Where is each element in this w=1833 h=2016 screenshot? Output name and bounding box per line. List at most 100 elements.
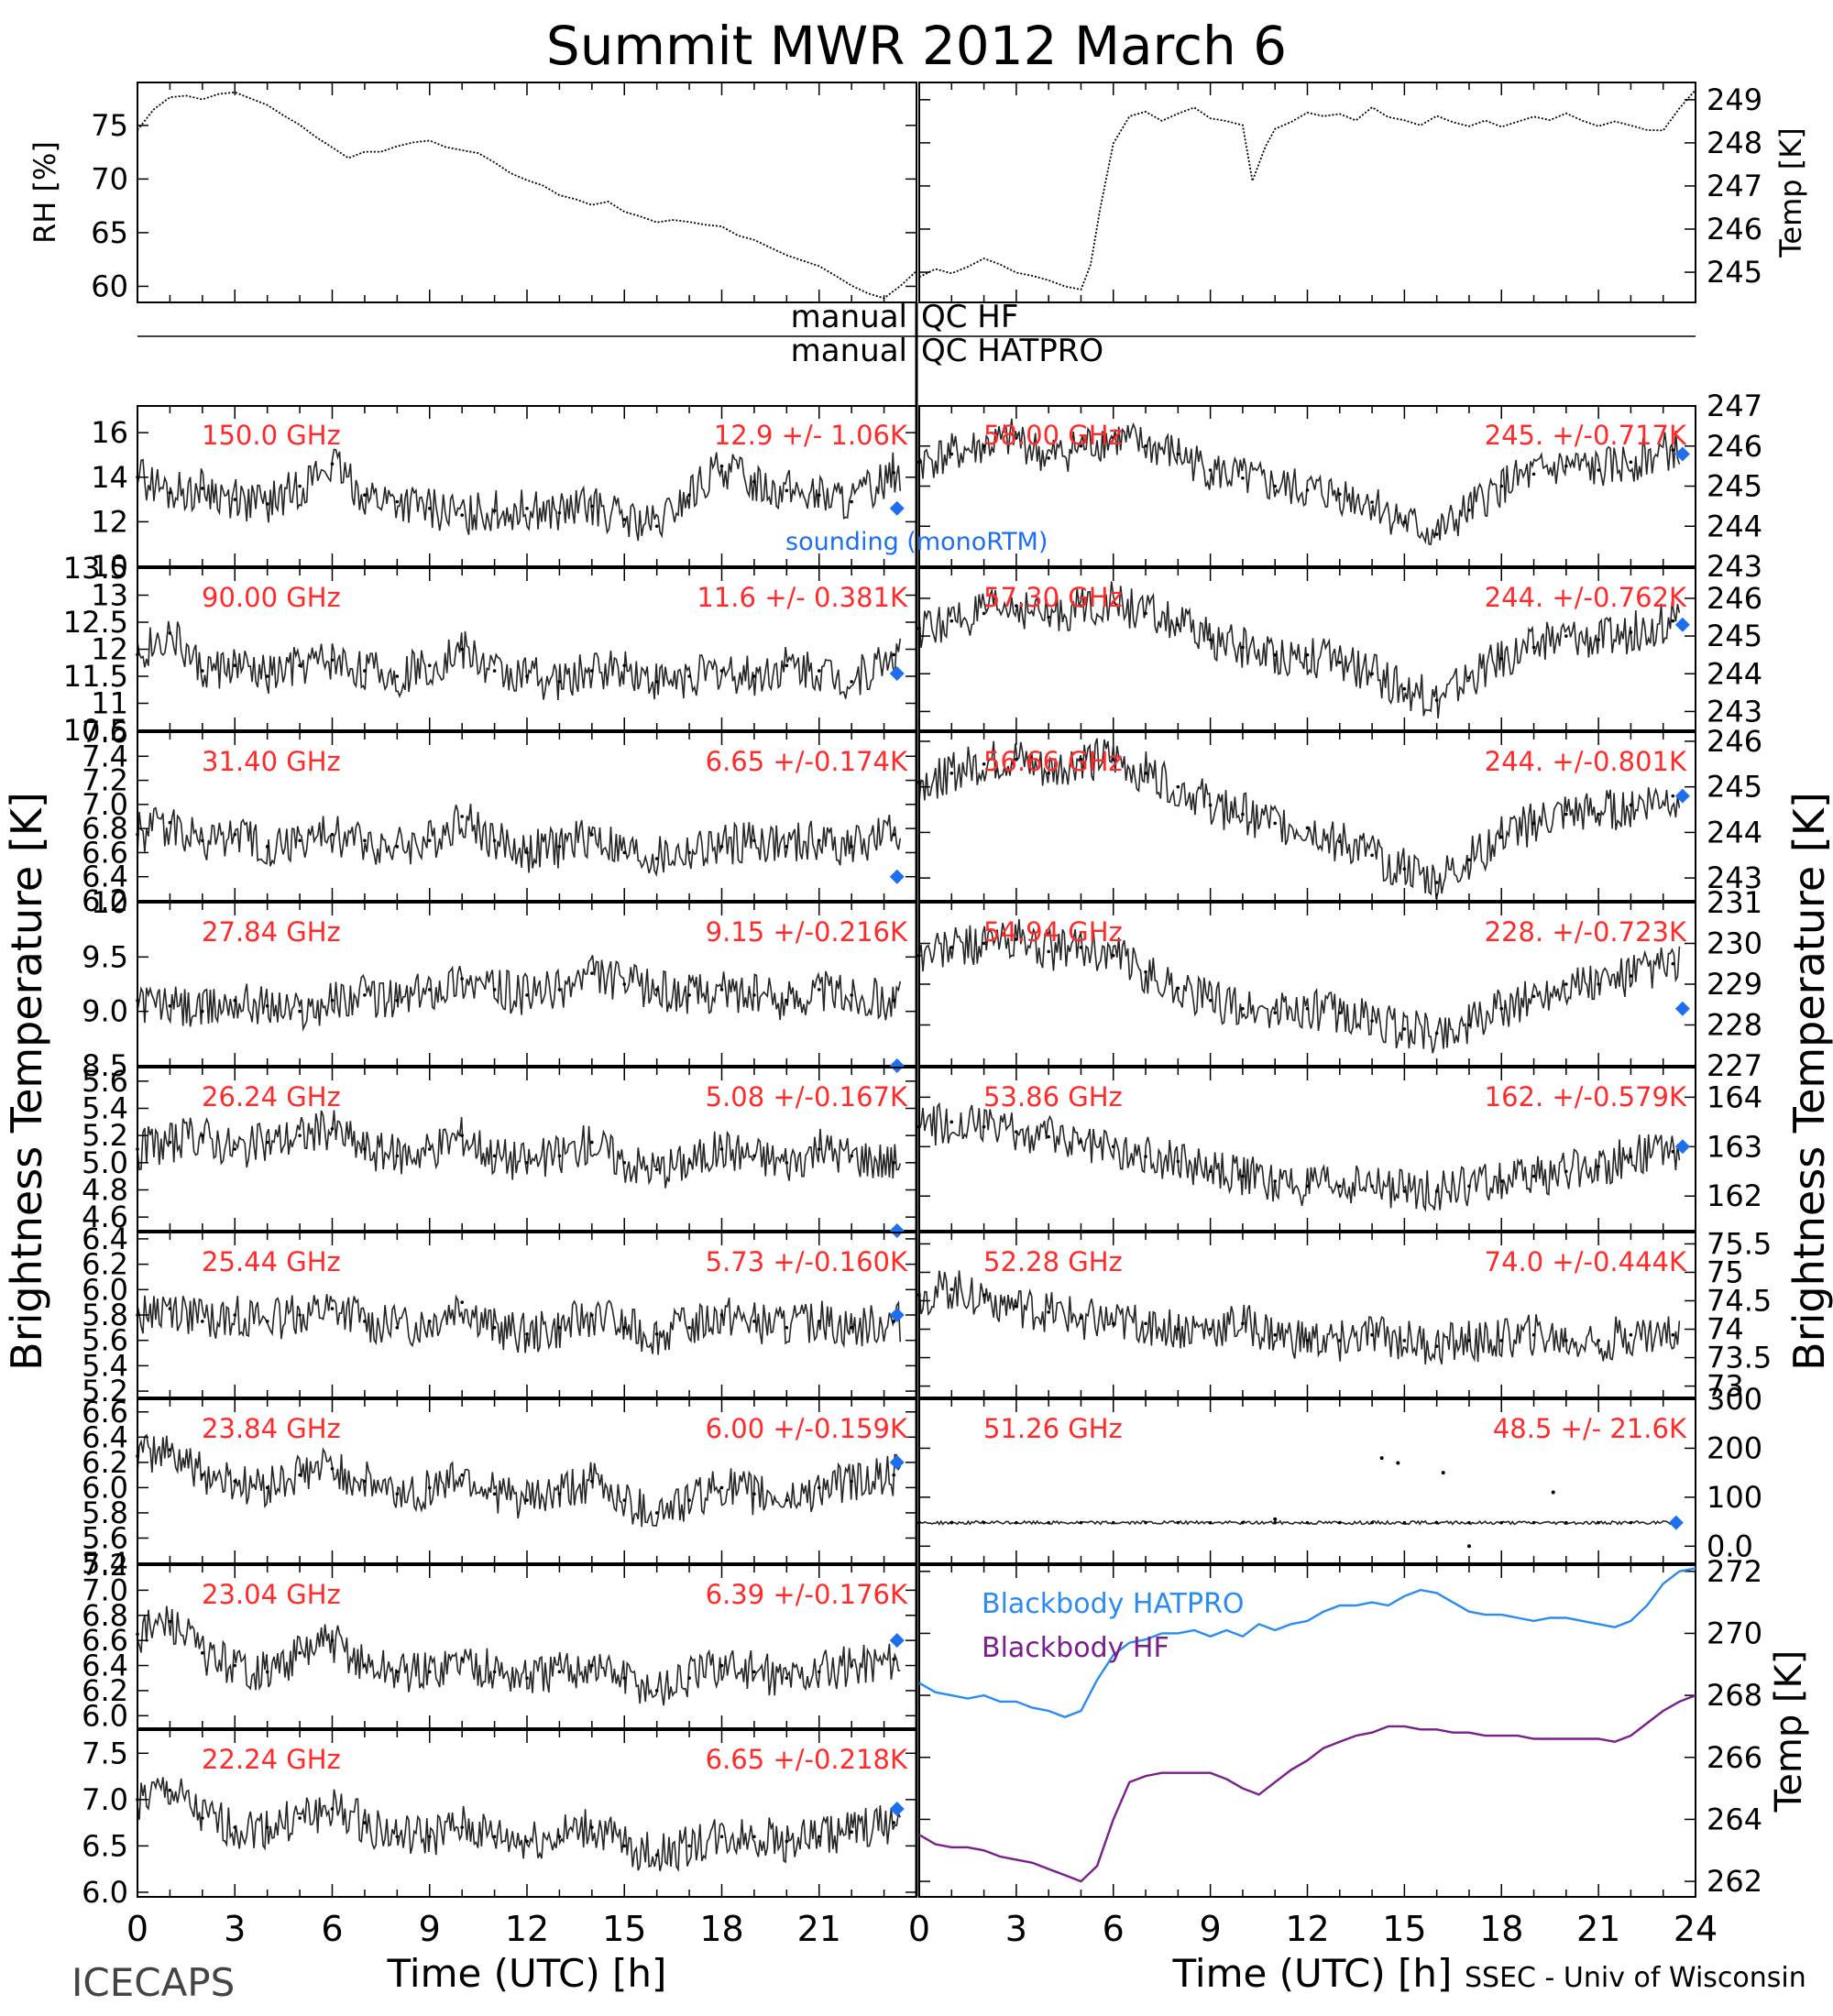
data-point [1079,758,1083,761]
y-tick-label: 270 [1707,1616,1762,1650]
data-point [687,1676,691,1681]
data-point [1564,634,1568,638]
data-point [817,1147,821,1151]
freq-label: 56.66 GHz [983,746,1123,777]
data-point [1597,1165,1600,1168]
data-point [1337,1520,1342,1525]
data-point [1531,821,1536,826]
y-tick-label: 5.8 [82,1496,128,1530]
y-tick-label: 268 [1707,1678,1762,1713]
data-point [201,1134,204,1137]
series-line [918,1693,1696,1883]
data-point [1176,1159,1180,1164]
data-point [168,631,172,635]
data-point [590,1663,594,1668]
freq-label: 58.00 GHz [983,420,1123,451]
data-point [330,832,335,837]
data-point [917,954,921,958]
data-point [752,1320,756,1323]
y-tick-label: 245 [1707,255,1762,290]
data-point [1531,645,1536,650]
data-point [1015,604,1018,608]
x-tick-label: 0 [126,1909,148,1949]
y-tick-label: 6.2 [82,883,128,918]
data-point [492,1492,497,1496]
trace-ch23_04 [137,1605,901,1706]
data-point [265,1140,269,1145]
data-point [917,1124,921,1129]
data-point [719,1663,724,1668]
data-point [1015,758,1018,761]
trace-ch52 [918,1270,1681,1365]
data-point [850,1479,853,1484]
data-point [168,1448,172,1452]
data-point [1467,1339,1471,1342]
y-tick-label: 7.6 [82,715,128,750]
trace-ch54_94 [918,919,1681,1054]
data-point [949,452,954,456]
data-point [850,1830,853,1835]
data-point [557,1326,562,1330]
data-point [136,1798,139,1802]
data-point [1241,476,1245,480]
data-point [590,1140,594,1145]
y-tick-label: 249 [1707,82,1762,117]
data-point [1671,619,1675,623]
stats-label: 244. +/-0.762K [1485,582,1687,613]
data-point [1370,1184,1374,1189]
y-tick-label: 75 [1707,1255,1744,1289]
data-point [654,857,659,860]
data-point [1370,1019,1374,1023]
data-point [395,1492,400,1496]
data-point [233,1147,237,1151]
data-point [1531,1332,1536,1337]
x-tick-label: 18 [699,1909,743,1949]
stats-label: 6.00 +/-0.159K [706,1413,908,1444]
data-point [557,845,562,849]
data-point [201,1816,204,1820]
data-point [427,1485,432,1490]
data-point [1241,1321,1245,1326]
data-point [1434,1520,1439,1525]
y-tick-label: 5.2 [82,1118,128,1153]
xlabel-right: Time (UTC) [h] [1172,1951,1453,1996]
data-point [492,1835,497,1839]
data-point [363,838,367,843]
y-tick-label: 12.5 [63,605,128,640]
data-point [892,999,896,1003]
data-point [817,1670,821,1674]
data-point [1176,784,1180,789]
data-point [363,993,367,997]
stats-label: 245. +/-0.717K [1485,420,1687,451]
stats-label: 244. +/-0.801K [1485,746,1687,777]
data-point [1047,1310,1050,1314]
data-point [363,669,367,673]
y-tick-label: 300 [1707,1382,1762,1417]
data-point [1241,1174,1245,1178]
data-point [1531,1174,1536,1178]
data-point [330,462,335,466]
x-tick-label: 24 [1674,1909,1718,1949]
data-point [427,1147,432,1151]
data-point [525,1161,529,1165]
data-point [719,669,724,673]
data-point [1629,974,1633,978]
y-tick-label: 231 [1707,885,1762,920]
data-point [785,1161,789,1165]
data-point [427,838,432,843]
data-point [557,988,562,992]
data-point [233,663,237,667]
x-tick-label: 3 [224,1909,246,1949]
data-point [233,1479,237,1484]
data-point [1597,1520,1600,1525]
y-tick-label: 100 [1707,1480,1762,1515]
data-point [850,1326,853,1330]
data-point [982,1293,986,1298]
x-tick-label: 18 [1479,1909,1523,1949]
data-point [492,669,497,673]
stats-label: 5.08 +/-0.167K [706,1081,908,1112]
data-point [330,1466,335,1471]
freq-label: 51.26 GHz [983,1413,1123,1444]
y-tick-label: 75.5 [1707,1226,1772,1261]
data-point [1629,803,1633,807]
